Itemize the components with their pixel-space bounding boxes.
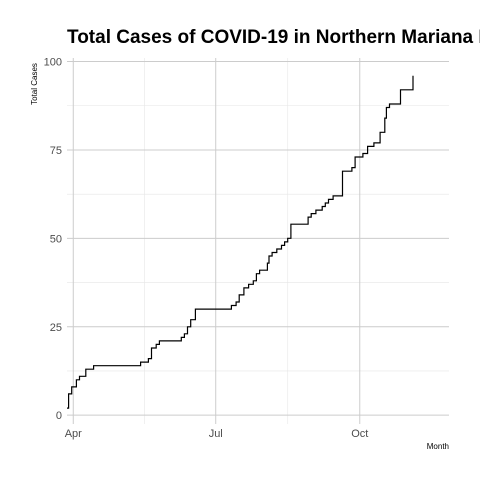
y-tick-label: 0 [56, 410, 62, 422]
x-axis-title: Month [427, 442, 449, 451]
y-axis: 0 25 50 75 100 [44, 57, 62, 423]
x-tick-label: Oct [351, 428, 368, 440]
chart-title: Total Cases of COVID-19 in Northern Mari… [67, 27, 480, 48]
y-tick-label: 25 [50, 322, 62, 334]
gridlines [67, 58, 449, 424]
x-tick-label: Jul [209, 428, 223, 440]
y-tick-label: 100 [44, 57, 62, 69]
series-line-total-cases [67, 75, 414, 409]
y-axis-title: Total Cases [30, 63, 39, 105]
x-axis: Apr Jul Oct [65, 428, 369, 440]
y-tick-label: 50 [50, 233, 62, 245]
y-tick-label: 75 [50, 145, 62, 157]
x-tick-label: Apr [65, 428, 82, 440]
